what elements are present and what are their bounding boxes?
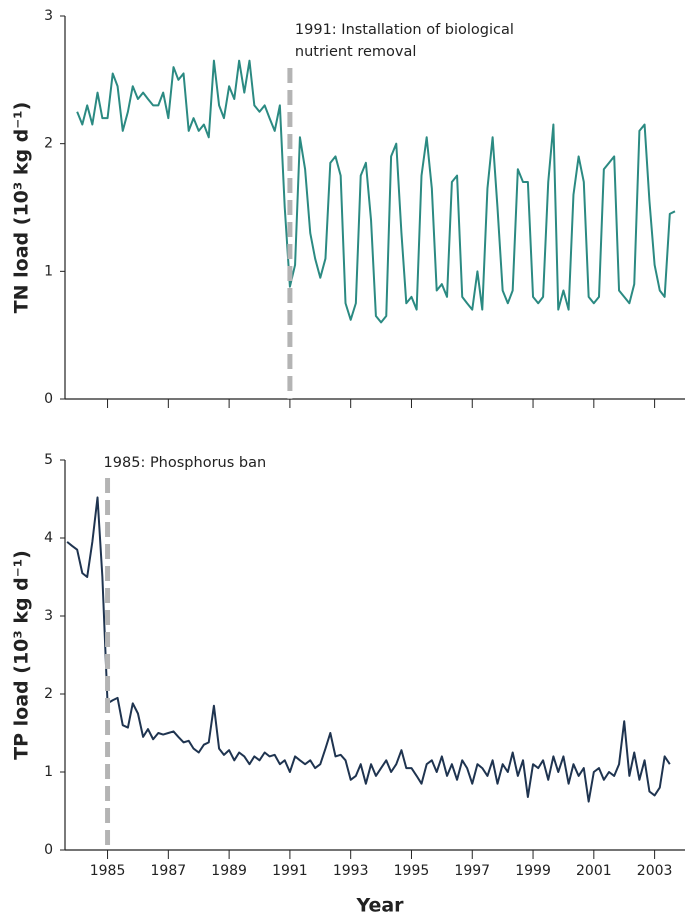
x-tick-label: 1993 [333,863,369,879]
x-tick-label: 1995 [394,863,430,879]
y-tick-label: 0 [44,391,53,407]
data-line [76,59,676,324]
annotation-text: 1991: Installation of biological [295,22,514,38]
annotation-text: nutrient removal [295,44,417,60]
x-axis-label: Year [355,895,404,917]
x-tick-label: 2001 [576,863,612,879]
x-tick-label: 1989 [211,863,247,879]
x-tick-label: 1985 [90,863,126,879]
x-tick-label: 1999 [515,863,551,879]
y-tick-label: 0 [44,842,53,858]
y-tick-label: 2 [44,136,53,152]
annotation-text: 1985: Phosphorus ban [104,455,267,471]
y-tick-label: 1 [44,263,53,279]
y-tick-label: 4 [44,530,53,546]
y-axis-label: TP load (10³ kg d⁻¹) [11,550,33,760]
y-tick-label: 5 [44,452,53,468]
x-tick-label: 1991 [272,863,308,879]
y-axis-label: TN load (10³ kg d⁻¹) [11,102,33,314]
y-tick-label: 3 [44,8,53,24]
y-tick-label: 1 [44,764,53,780]
y-tick-label: 3 [44,608,53,624]
data-line [66,496,671,803]
y-tick-label: 2 [44,686,53,702]
x-tick-label: 2003 [637,863,673,879]
x-tick-label: 1987 [151,863,187,879]
x-tick-label: 1997 [454,863,490,879]
